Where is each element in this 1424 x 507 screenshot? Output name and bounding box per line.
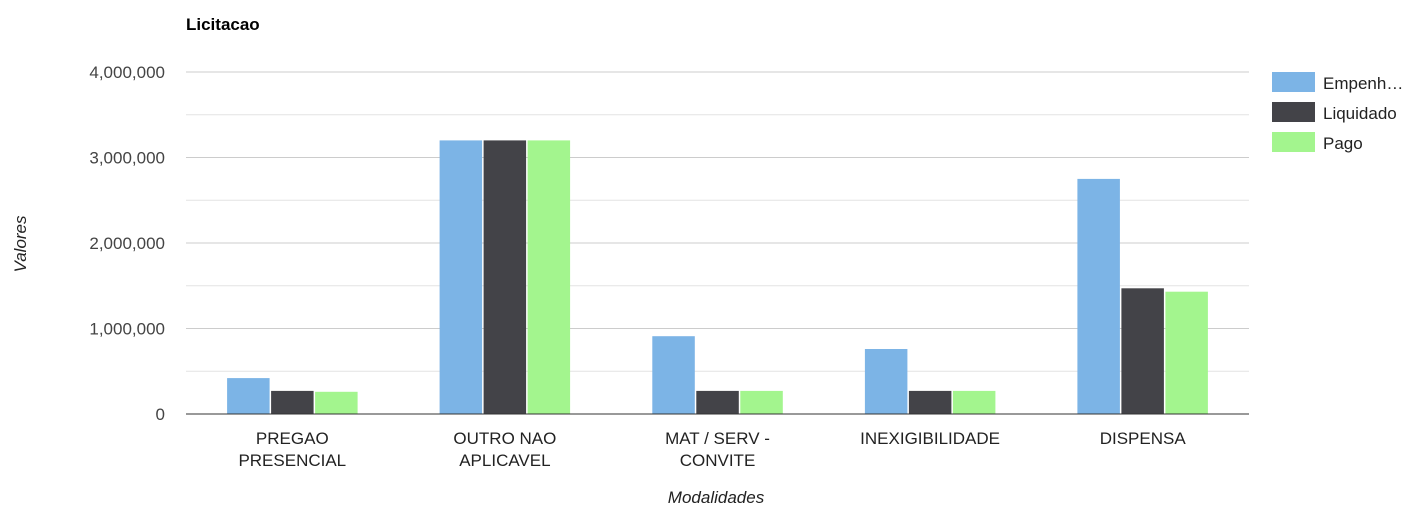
bar-pago-2[interactable]	[527, 140, 571, 414]
bar-empenh-1[interactable]	[227, 378, 270, 414]
x-category-label: INEXIGIBILIDADE	[860, 429, 1000, 448]
y-axis-title: Valores	[11, 215, 30, 273]
x-category-label-line: INEXIGIBILIDADE	[860, 429, 1000, 448]
y-tick-label: 1,000,000	[89, 320, 165, 339]
x-axis-title: Modalidades	[668, 488, 765, 507]
x-category-label: OUTRO NAO APLICAVEL	[453, 429, 556, 470]
x-category-label-line: MAT / SERV -	[665, 429, 770, 448]
bar-pago-3[interactable]	[740, 390, 783, 414]
y-axis-ticks: 0 1,000,000 2,000,000 3,000,000 4,000,000	[89, 63, 165, 424]
bar-empenh-2[interactable]	[439, 140, 483, 414]
x-category-label-line: PREGAO	[256, 429, 329, 448]
x-category-label-line: CONVITE	[680, 451, 756, 470]
y-tick-label: 2,000,000	[89, 234, 165, 253]
x-category-label: MAT / SERV - CONVITE	[665, 429, 770, 470]
bar-liquidado-5[interactable]	[1121, 288, 1164, 414]
bar-liquidado-4[interactable]	[908, 390, 952, 414]
legend-label: Pago	[1323, 134, 1363, 153]
bar-liquidado-2[interactable]	[483, 140, 527, 414]
legend-item[interactable]: Empenh…	[1272, 72, 1403, 93]
legend-swatch	[1272, 102, 1315, 122]
y-tick-label: 4,000,000	[89, 63, 165, 82]
bar-empenh-3[interactable]	[652, 336, 695, 414]
chart-title: Licitacao	[186, 15, 260, 34]
x-axis-categories: PREGAO PRESENCIAL OUTRO NAO APLICAVEL MAT / …	[238, 429, 1186, 470]
legend-item[interactable]: Pago	[1272, 132, 1363, 153]
x-category-label-line: APLICAVEL	[459, 451, 550, 470]
x-category-label-line: DISPENSA	[1100, 429, 1187, 448]
x-category-label-line: PRESENCIAL	[238, 451, 346, 470]
legend-item[interactable]: Liquidado	[1272, 102, 1397, 123]
x-category-label: PREGAO PRESENCIAL	[238, 429, 346, 470]
bar-liquidado-3[interactable]	[696, 390, 739, 414]
bar-empenh-5[interactable]	[1077, 178, 1120, 414]
bar-liquidado-1[interactable]	[271, 390, 314, 414]
bar-pago-1[interactable]	[315, 391, 358, 414]
bar-empenh-4[interactable]	[864, 349, 908, 414]
legend[interactable]: Empenh… Liquidado Pago	[1272, 72, 1403, 153]
bars	[227, 140, 1208, 414]
legend-swatch	[1272, 132, 1315, 152]
legend-label: Empenh…	[1323, 74, 1403, 93]
bar-pago-4[interactable]	[952, 390, 996, 414]
bar-pago-5[interactable]	[1165, 291, 1208, 414]
legend-swatch	[1272, 72, 1315, 92]
x-category-label: DISPENSA	[1100, 429, 1187, 448]
y-tick-label: 3,000,000	[89, 149, 165, 168]
legend-label: Liquidado	[1323, 104, 1397, 123]
gridlines	[186, 71, 1249, 372]
y-tick-label: 0	[156, 405, 165, 424]
x-category-label-line: OUTRO NAO	[453, 429, 556, 448]
